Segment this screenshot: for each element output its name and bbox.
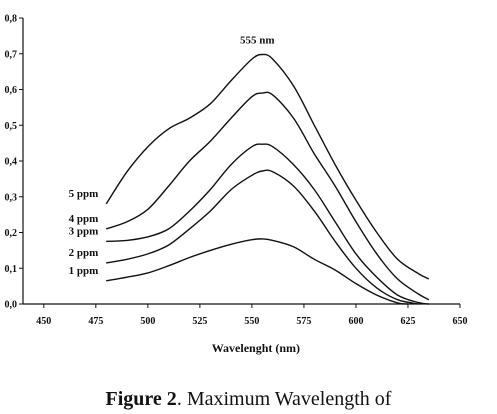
x-tick-label: 550 — [244, 316, 259, 327]
x-tick-label: 625 — [400, 316, 415, 327]
y-tick-label: 0,1 — [5, 264, 18, 275]
series-layer — [105, 53, 430, 305]
series-line-3-ppm — [106, 143, 429, 305]
series-label-3-ppm: 3 ppm — [69, 225, 99, 237]
y-tick-label: 0,6 — [5, 85, 18, 96]
x-tick-label: 525 — [192, 316, 207, 327]
y-tick-label: 0,5 — [5, 121, 18, 132]
series-line-1-ppm — [106, 238, 409, 305]
y-tick-label: 0,8 — [5, 14, 18, 25]
x-tick-label: 600 — [348, 316, 363, 327]
y-tick-label: 0,2 — [5, 228, 18, 239]
y-tick-label: 0,4 — [5, 157, 18, 168]
caption-text: . Maximum Wavelength of — [176, 388, 392, 410]
series-line-5-ppm — [105, 53, 430, 280]
y-tick-label: 0,7 — [5, 49, 18, 60]
peak-annotation: 555 nm — [240, 35, 275, 47]
x-tick-label: 475 — [88, 316, 103, 327]
x-tick-label: 450 — [36, 316, 51, 327]
figure-caption: Figure 2. Maximum Wavelength of — [0, 388, 497, 411]
y-tick-label: 0,3 — [5, 192, 18, 203]
series-label-1-ppm: 1 ppm — [69, 265, 99, 277]
series-label-2-ppm: 2 ppm — [69, 247, 99, 259]
caption-figure-number: Figure 2 — [105, 388, 177, 410]
x-axis-title: Wavelenght (nm) — [212, 341, 300, 355]
chart: 0,0 0,1 0,2 0,3 0,4 0,5 0,6 0,7 0,8 450 475 500 525 5… — [5, 14, 468, 356]
x-tick-label: 650 — [453, 316, 468, 327]
series-label-4-ppm: 4 ppm — [69, 213, 99, 225]
series-label-5-ppm: 5 ppm — [69, 188, 99, 200]
x-tick-label: 575 — [296, 316, 311, 327]
series-line-4-ppm — [105, 91, 430, 301]
y-tick-label: 0,0 — [5, 300, 18, 311]
axes: 0,0 0,1 0,2 0,3 0,4 0,5 0,6 0,7 0,8 450 475 500 525 5… — [5, 14, 468, 356]
x-tick-label: 500 — [140, 316, 155, 327]
series-line-2-ppm — [106, 169, 419, 305]
